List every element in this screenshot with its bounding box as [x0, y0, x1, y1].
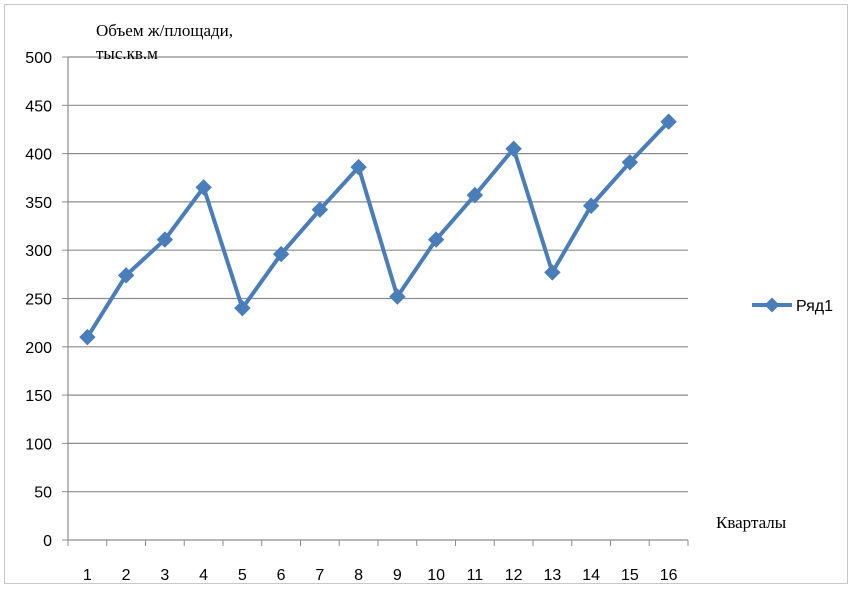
legend-label: Ряд1: [796, 298, 833, 315]
y-tick-label: 250: [25, 292, 52, 309]
y-tick-label: 450: [25, 98, 52, 115]
y-axis-title-line2: тыс.кв.м: [96, 44, 158, 63]
legend-marker-icon: [764, 297, 780, 313]
data-point-marker: [660, 113, 677, 130]
data-point-marker: [466, 186, 484, 204]
axes: [62, 56, 689, 546]
x-tick-label: 9: [393, 567, 402, 584]
x-axis-title: Кварталы: [716, 513, 787, 532]
data-point-marker: [544, 264, 561, 281]
plot-area: [79, 113, 677, 346]
x-tick-label: 7: [315, 567, 324, 584]
x-tick-label: 13: [543, 567, 561, 584]
data-point-marker: [350, 158, 367, 176]
x-tick-label: 11: [467, 567, 484, 584]
y-tick-label: 400: [25, 147, 52, 164]
x-tick-label: 5: [238, 567, 247, 584]
legend: Ряд1: [752, 297, 833, 315]
data-point-marker: [389, 288, 406, 305]
data-point-marker: [272, 245, 290, 263]
y-tick-label: 500: [25, 50, 52, 67]
data-point-marker: [234, 299, 251, 317]
y-axis-title-line1: Объем ж/площади,: [96, 21, 233, 40]
data-point-marker: [582, 197, 600, 214]
series-line: [85, 120, 671, 339]
y-tick-label: 0: [43, 533, 52, 550]
data-point-marker: [505, 140, 522, 157]
x-tick-label: 3: [160, 567, 169, 584]
data-point-marker: [311, 201, 329, 218]
data-point-marker: [156, 231, 174, 248]
data-point-marker: [427, 231, 445, 248]
data-point-marker: [621, 154, 639, 171]
x-tick-label: 16: [660, 567, 678, 584]
x-tick-label: 10: [427, 567, 445, 584]
y-tick-label: 200: [25, 340, 52, 357]
x-tick-label: 12: [505, 567, 523, 584]
x-tick-label: 4: [199, 567, 208, 584]
y-tick-label: 350: [25, 195, 52, 212]
data-point-marker: [79, 328, 96, 346]
gridlines: [68, 56, 688, 493]
data-point-marker: [117, 267, 135, 284]
y-tick-label: 150: [25, 388, 52, 405]
y-tick-labels: 0 50 100 150 200 250 300 350 400 450 500: [25, 50, 52, 550]
x-tick-label: 6: [277, 567, 286, 584]
chart-frame: [4, 4, 848, 584]
x-tick-label: 14: [582, 567, 600, 584]
y-tick-label: 300: [25, 243, 52, 260]
x-tick-labels: 1 2 3 4 5 6 7 8 9 10 11 12 13 14 15 16: [83, 567, 678, 584]
x-tick-label: 1: [83, 567, 92, 584]
x-tick-label: 8: [354, 567, 363, 584]
x-tick-label: 2: [122, 567, 131, 584]
data-point-marker: [195, 179, 212, 196]
x-tick-label: 15: [621, 567, 639, 584]
y-tick-label: 100: [25, 436, 52, 453]
y-tick-label: 50: [34, 485, 52, 502]
